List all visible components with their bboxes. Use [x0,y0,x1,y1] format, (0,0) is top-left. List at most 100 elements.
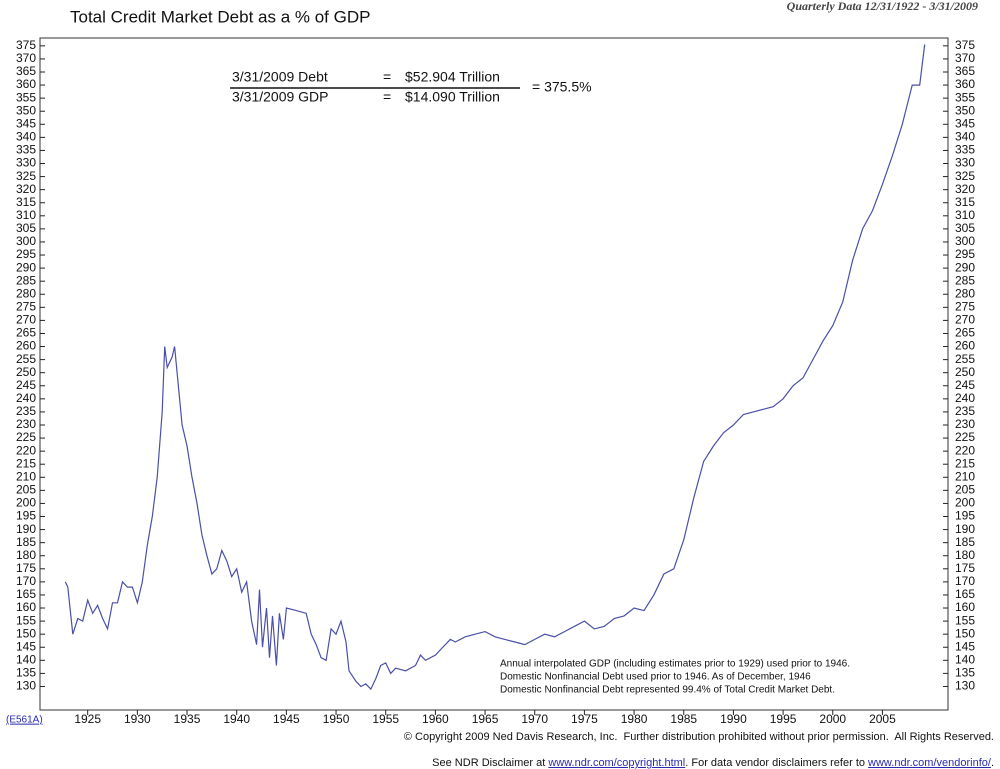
y2-tick-label: 135 [955,666,975,680]
note: Annual interpolated GDP (including estim… [500,659,850,670]
y-tick-label: 165 [16,587,36,601]
y2-tick-label: 280 [955,286,975,300]
disclaimer: See NDR Disclaimer at www.ndr.com/copyri… [426,745,994,769]
y-tick-label: 295 [16,247,36,261]
x-tick-label: 1960 [422,712,449,726]
y-tick-label: 365 [16,64,36,78]
y-tick-label: 370 [16,51,36,65]
formula-text: = 375.5% [532,79,592,95]
y2-tick-label: 350 [955,103,975,117]
y2-tick-label: 225 [955,430,975,444]
y-tick-label: 215 [16,456,36,470]
y2-tick-label: 260 [955,339,975,353]
y2-tick-label: 195 [955,509,975,523]
data-line [64,44,926,691]
x-tick-label: 1980 [621,712,648,726]
y-tick-label: 245 [16,378,36,392]
y-tick-label: 285 [16,273,36,287]
y2-tick-label: 165 [955,587,975,601]
y2-tick-label: 335 [955,143,975,157]
y-tick-label: 320 [16,182,36,196]
y-tick-label: 140 [16,652,36,666]
y-tick-label: 265 [16,326,36,340]
chart-title: Total Credit Market Debt as a % of GDP [70,7,370,26]
y2-tick-label: 150 [955,626,975,640]
y2-tick-label: 375 [955,38,975,52]
y-tick-label: 210 [16,469,36,483]
x-tick-label: 1990 [720,712,747,726]
y-tick-label: 205 [16,483,36,497]
y-tick-label: 345 [16,116,36,130]
y-tick-label: 160 [16,600,36,614]
y2-tick-label: 255 [955,352,975,366]
y-tick-label: 340 [16,130,36,144]
y-tick-label: 375 [16,38,36,52]
y-tick-label: 195 [16,509,36,523]
y-tick-label: 360 [16,77,36,91]
y-tick-label: 310 [16,208,36,222]
y-tick-label: 135 [16,666,36,680]
formula-text: 3/31/2009 GDP [232,89,329,105]
link[interactable]: www.ndr.com/copyright.html [548,757,686,769]
y2-tick-label: 160 [955,600,975,614]
y-tick-label: 145 [16,639,36,653]
y2-tick-label: 320 [955,182,975,196]
y2-tick-label: 300 [955,234,975,248]
formula-text: 3/31/2009 Debt [232,69,328,85]
x-tick-label: 1955 [372,712,399,726]
y2-tick-label: 180 [955,548,975,562]
y-tick-label: 280 [16,286,36,300]
y-tick-label: 130 [16,679,36,693]
y2-tick-label: 270 [955,313,975,327]
plot-frame [39,37,949,711]
x-tick-label: 2000 [819,712,846,726]
y2-tick-label: 220 [955,443,975,457]
text: See NDR Disclaimer at [432,757,549,769]
formula-text: $52.904 Trillion [405,69,500,85]
link[interactable]: www.ndr.com/vendorinfo/ [868,757,991,769]
y2-tick-label: 205 [955,483,975,497]
x-tick-label: 1970 [521,712,548,726]
y2-tick-label: 175 [955,561,975,575]
y-tick-label: 190 [16,522,36,536]
y-tick-label: 305 [16,221,36,235]
y2-tick-label: 140 [955,652,975,666]
note: Domestic Nonfinancial Debt used prior to… [500,672,811,683]
x-tick-label: 1975 [571,712,598,726]
y-tick-label: 255 [16,352,36,366]
x-tick-label: 1945 [273,712,300,726]
x-tick-label: 1950 [323,712,350,726]
y-tick-label: 325 [16,169,36,183]
y2-tick-label: 325 [955,169,975,183]
formula-text: $14.090 Trillion [405,89,500,105]
x-tick-label: 1925 [74,712,101,726]
y-tick-label: 330 [16,156,36,170]
y2-tick-label: 285 [955,273,975,287]
y2-tick-label: 310 [955,208,975,222]
note: Domestic Nonfinancial Debt represented 9… [500,685,835,696]
y-tick-label: 185 [16,535,36,549]
y2-tick-label: 345 [955,116,975,130]
y2-tick-label: 355 [955,90,975,104]
chart-code: (E561A) [6,715,43,726]
y2-tick-label: 215 [955,456,975,470]
formula-text: = [383,69,391,85]
y2-tick-label: 265 [955,326,975,340]
chart: Total Credit Market Debt as a % of GDP Q… [6,0,978,726]
text: . For data vendor disclaimers refer to [685,757,869,769]
y-tick-label: 235 [16,404,36,418]
x-tick-label: 1965 [472,712,499,726]
y-tick-label: 200 [16,496,36,510]
y2-tick-label: 185 [955,535,975,549]
y-tick-label: 260 [16,339,36,353]
y-tick-label: 290 [16,260,36,274]
y2-tick-label: 250 [955,365,975,379]
y2-tick-label: 155 [955,613,975,627]
formula-text: = [383,89,391,105]
x-tick-label: 1940 [223,712,250,726]
y2-tick-label: 305 [955,221,975,235]
y2-tick-label: 190 [955,522,975,536]
y2-tick-label: 370 [955,51,975,65]
y2-tick-label: 340 [955,130,975,144]
